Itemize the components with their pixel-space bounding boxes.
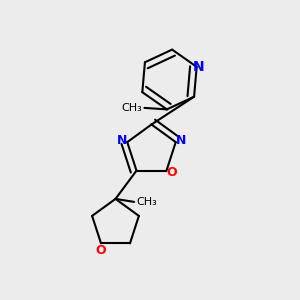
Text: O: O [167, 166, 177, 178]
Text: N: N [117, 134, 127, 147]
Text: N: N [192, 60, 204, 74]
Text: CH₃: CH₃ [136, 197, 157, 207]
Text: N: N [176, 134, 186, 147]
Text: O: O [96, 244, 106, 256]
Text: CH₃: CH₃ [121, 103, 142, 113]
